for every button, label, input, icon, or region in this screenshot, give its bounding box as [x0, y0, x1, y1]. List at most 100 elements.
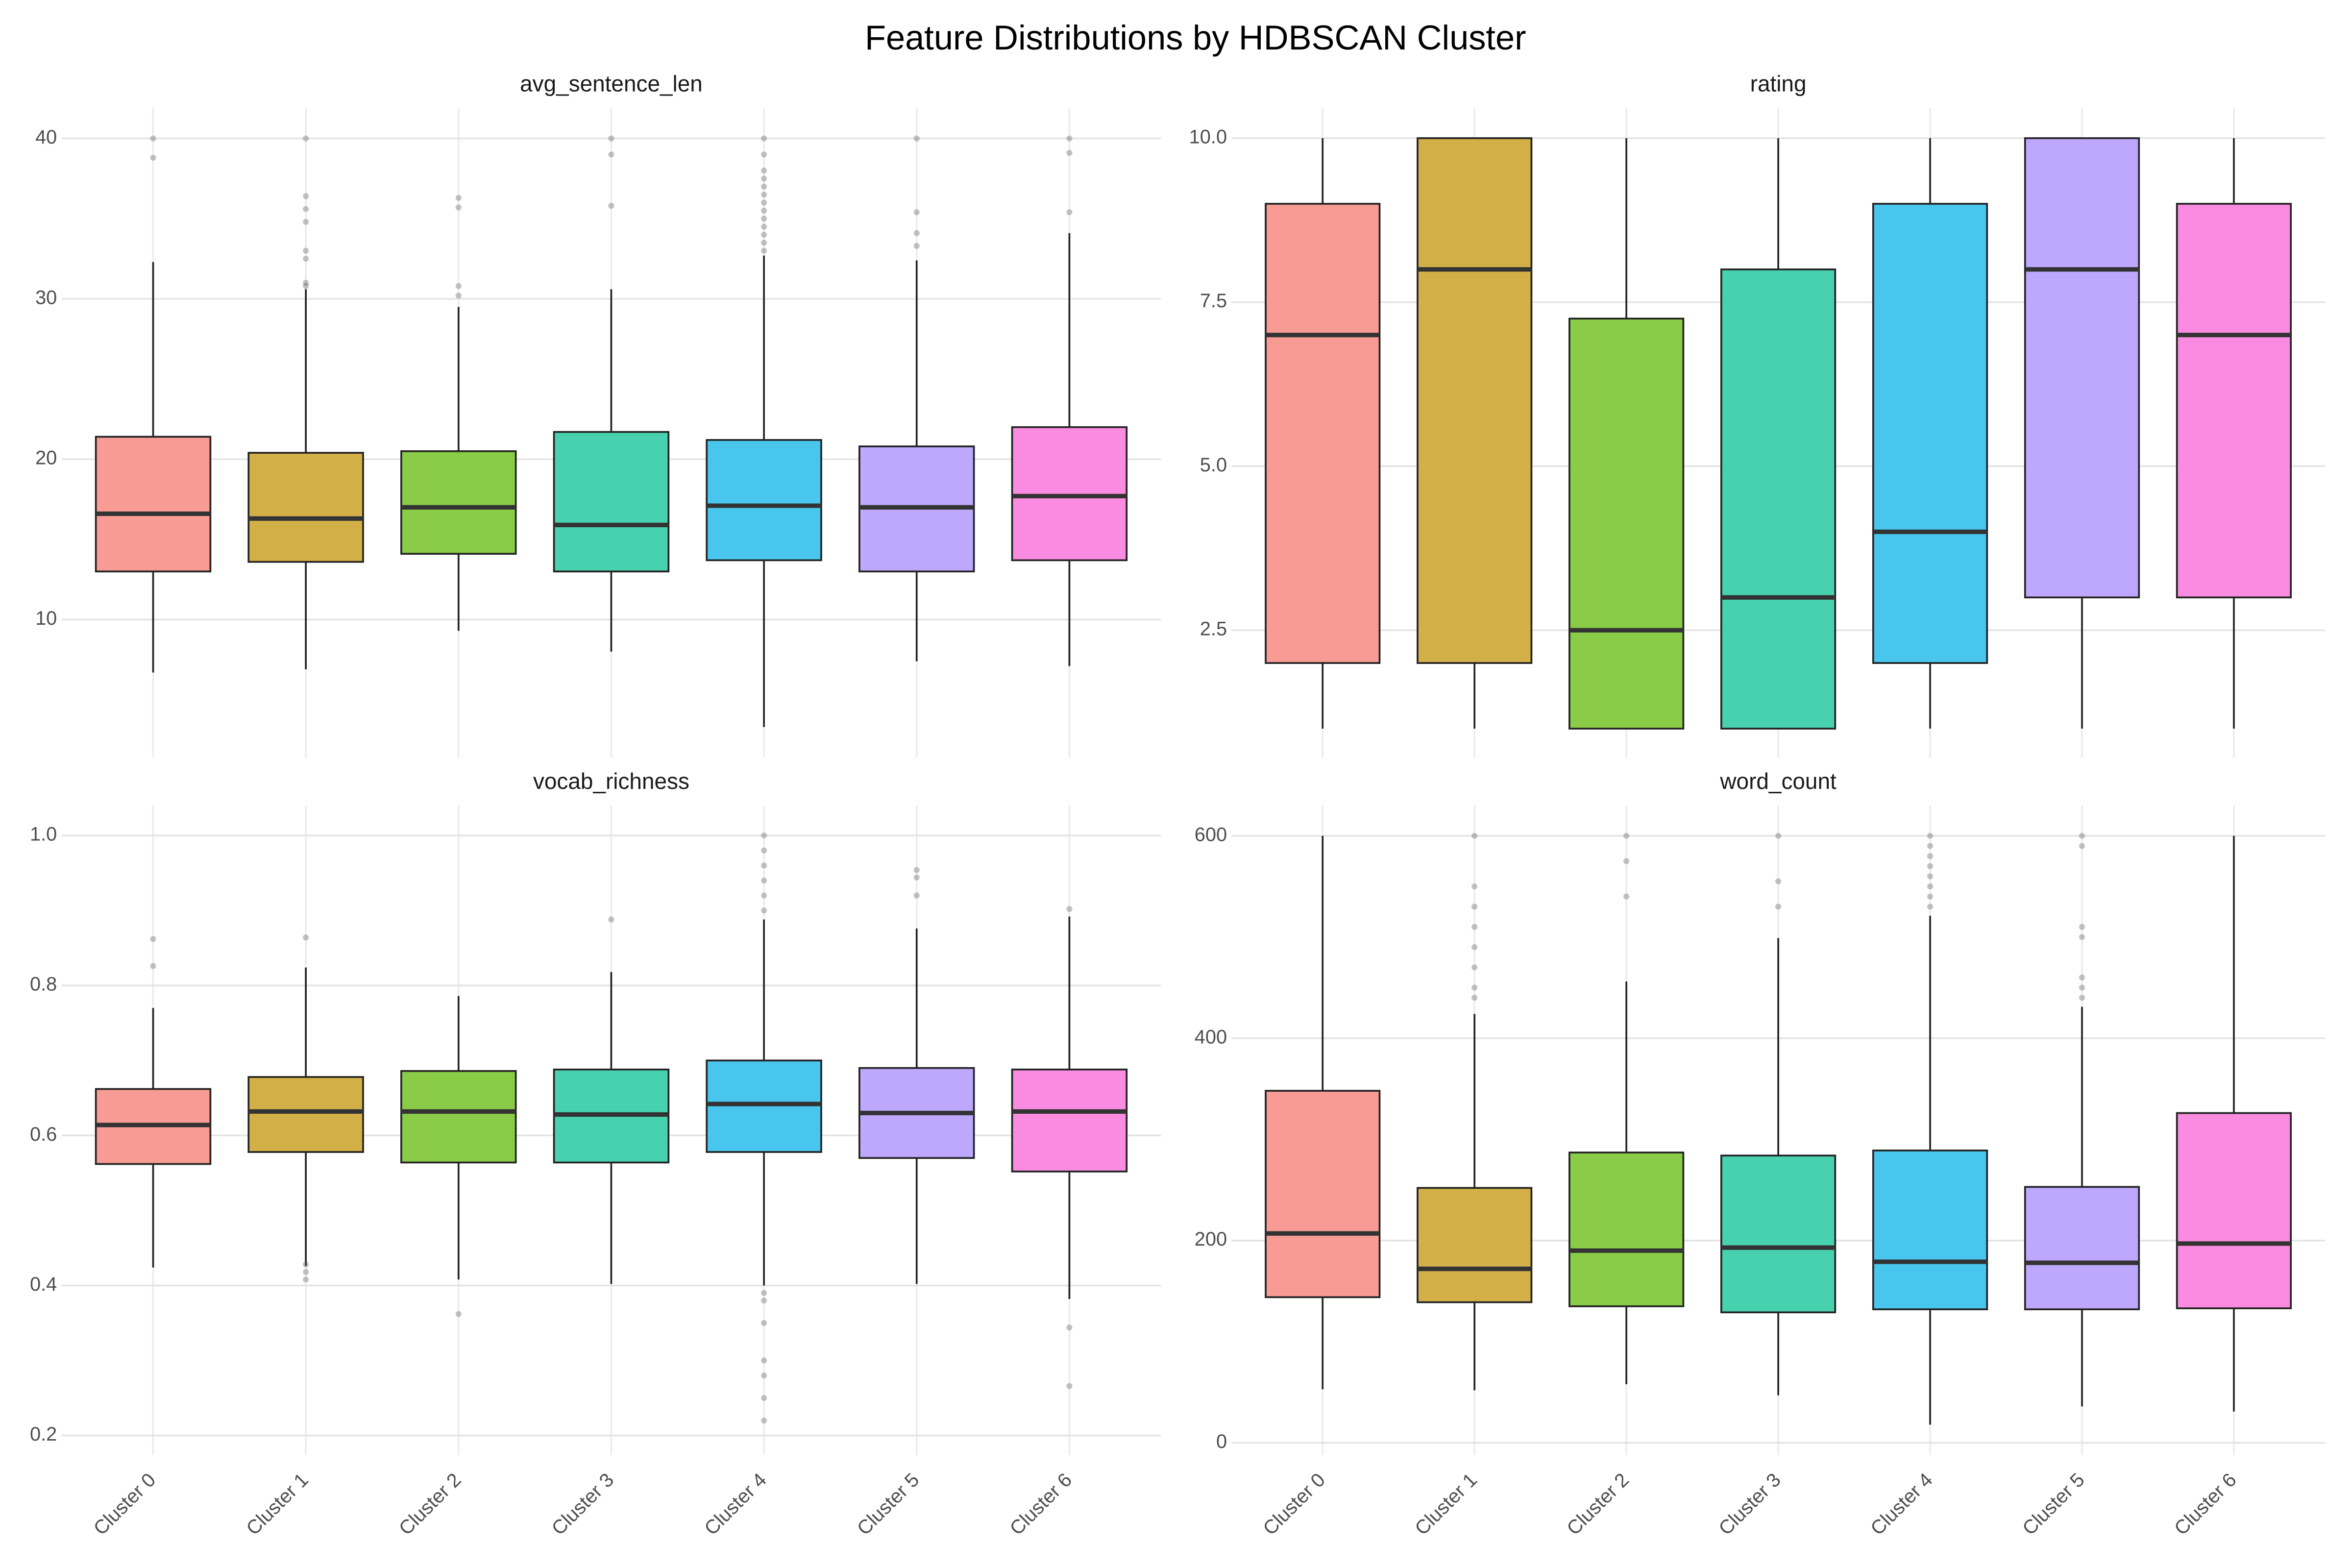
- outlier: [2079, 974, 2085, 980]
- outlier: [1927, 833, 1934, 839]
- box: [1872, 203, 1988, 664]
- outlier: [608, 135, 614, 142]
- box: [1872, 1150, 1988, 1310]
- outlier: [303, 283, 309, 289]
- outlier: [150, 936, 156, 942]
- outlier: [760, 192, 767, 198]
- box: [553, 431, 670, 573]
- outlier: [1927, 843, 1934, 849]
- y-tick-label: 0.2: [30, 1423, 57, 1445]
- outlier: [1066, 135, 1073, 142]
- outlier: [2079, 924, 2085, 930]
- box: [2024, 137, 2140, 599]
- outlier: [1775, 878, 1782, 884]
- box: [1417, 137, 1533, 664]
- box: [2176, 1112, 2292, 1309]
- outlier: [760, 1372, 767, 1379]
- box: [95, 436, 212, 573]
- outlier: [1471, 984, 1478, 991]
- y-tick-label: 20: [35, 447, 57, 469]
- outlier: [1471, 995, 1478, 1001]
- box: [247, 1076, 364, 1153]
- outlier: [303, 1269, 309, 1275]
- outlier: [1775, 904, 1782, 910]
- box: [1720, 1154, 1837, 1314]
- outlier: [1927, 873, 1934, 880]
- chart-title: Feature Distributions by HDBSCAN Cluster: [865, 18, 1526, 57]
- outlier: [455, 1311, 462, 1317]
- box: [1265, 203, 1381, 664]
- outlier: [150, 963, 156, 969]
- outlier: [1066, 209, 1073, 216]
- outlier: [2079, 995, 2085, 1001]
- outlier: [608, 151, 614, 158]
- outlier: [913, 874, 920, 881]
- outlier: [150, 135, 156, 142]
- outlier: [1623, 858, 1630, 864]
- outlier: [303, 135, 309, 142]
- y-tick-label: 10: [35, 608, 57, 629]
- outlier: [760, 135, 767, 142]
- outlier: [760, 1395, 767, 1401]
- y-tick-label: 40: [35, 126, 57, 148]
- panel-title: rating: [1750, 71, 1807, 97]
- box: [1417, 1187, 1533, 1303]
- y-tick-label: 0: [1216, 1431, 1227, 1452]
- outlier: [760, 231, 767, 238]
- outlier: [760, 832, 767, 839]
- y-tick-label: 10.0: [1189, 126, 1227, 148]
- outlier: [760, 216, 767, 222]
- outlier: [760, 199, 767, 206]
- y-tick-label: 7.5: [1200, 290, 1227, 312]
- panel-title: avg_sentence_len: [520, 71, 703, 97]
- y-tick-label: 0.4: [30, 1274, 57, 1295]
- outlier: [455, 204, 462, 211]
- box: [400, 1070, 517, 1164]
- outlier: [1927, 904, 1934, 910]
- outlier: [303, 1261, 309, 1268]
- outlier: [2079, 833, 2085, 839]
- outlier: [1066, 1324, 1073, 1331]
- outlier: [303, 255, 309, 262]
- y-tick-label: 2.5: [1200, 618, 1227, 640]
- y-tick-label: 5.0: [1200, 454, 1227, 476]
- box: [400, 450, 517, 555]
- outlier: [1927, 863, 1934, 869]
- outlier: [1066, 906, 1073, 912]
- outlier: [1927, 853, 1934, 859]
- outlier: [760, 207, 767, 214]
- outlier: [303, 934, 309, 941]
- outlier: [1775, 833, 1782, 839]
- y-tick-label: 1.0: [30, 824, 57, 845]
- outlier: [150, 154, 156, 161]
- outlier: [1471, 944, 1478, 951]
- box: [2024, 1186, 2140, 1310]
- box: [1720, 268, 1837, 730]
- outlier: [1471, 924, 1478, 930]
- outlier: [760, 1297, 767, 1304]
- outlier: [760, 183, 767, 190]
- outlier: [760, 151, 767, 158]
- y-tick-label: 0.8: [30, 974, 57, 995]
- outlier: [608, 916, 614, 923]
- outlier: [1471, 833, 1478, 839]
- box: [706, 439, 822, 562]
- outlier: [455, 283, 462, 289]
- box: [1011, 1068, 1128, 1173]
- box: [1568, 1152, 1685, 1307]
- box: [2176, 203, 2292, 599]
- outlier: [760, 892, 767, 899]
- outlier: [760, 175, 767, 182]
- outlier: [760, 223, 767, 230]
- outlier: [303, 1276, 309, 1283]
- outlier: [1471, 883, 1478, 890]
- outlier: [303, 247, 309, 254]
- outlier: [2079, 934, 2085, 940]
- outlier: [303, 219, 309, 225]
- outlier: [913, 230, 920, 236]
- outlier: [2079, 843, 2085, 849]
- outlier: [1066, 149, 1073, 156]
- outlier: [913, 867, 920, 873]
